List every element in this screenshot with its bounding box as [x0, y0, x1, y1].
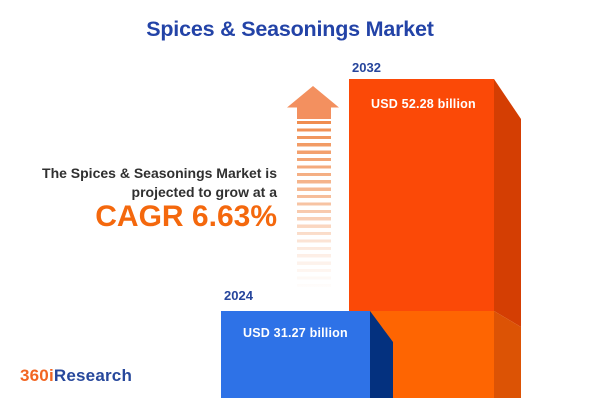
- bar-2024-shape: [221, 311, 393, 398]
- logo-360iresearch: 360iResearch: [20, 366, 132, 386]
- bar-2024-value-label: USD 31.27 billion: [243, 326, 348, 340]
- logo-part-360i: 360i: [20, 366, 54, 385]
- bar-2032-value-label: USD 52.28 billion: [371, 97, 476, 111]
- growth-arrow-up-icon: [287, 86, 339, 119]
- growth-statement-line2: projected to grow at a: [131, 183, 277, 200]
- growth-statement-line1: The Spices & Seasonings Market is: [42, 165, 277, 181]
- bar-2024-face: [221, 311, 370, 398]
- cagr-value: CAGR 6.63%: [95, 200, 277, 233]
- arrow-head-shape: [287, 86, 339, 119]
- bar-2032-year-label: 2032: [352, 60, 381, 75]
- bar-2032-side-upper: [494, 79, 521, 327]
- page-title: Spices & Seasonings Market: [146, 17, 434, 41]
- bar-2024-year-label: 2024: [224, 288, 253, 303]
- growth-statement: The Spices & Seasonings Market is projec…: [0, 164, 277, 201]
- bar-2032-side-lower: [494, 311, 521, 398]
- bar-2024-side: [370, 311, 393, 398]
- bar-2032-face-upper: [349, 79, 494, 311]
- logo-part-research: Research: [53, 366, 133, 385]
- bar-2024: 2024 USD 31.27 billion: [221, 288, 393, 398]
- growth-arrow-stripes-icon: [297, 121, 331, 297]
